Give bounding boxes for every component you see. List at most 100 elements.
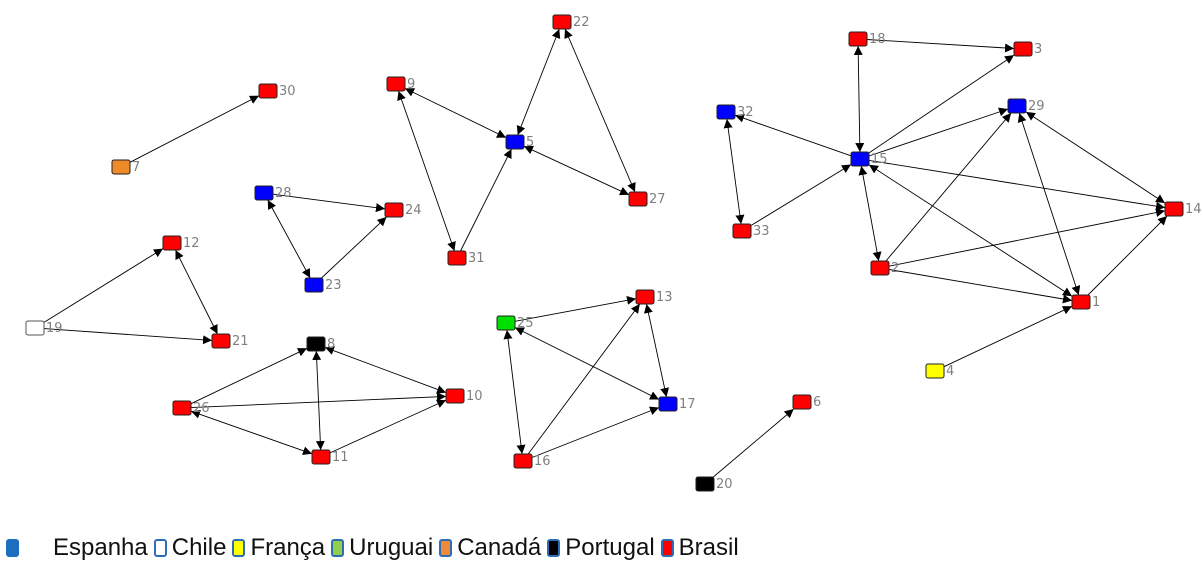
node-box-16[interactable]	[513, 453, 533, 469]
node-box-5[interactable]	[505, 134, 525, 150]
node-box-19[interactable]	[25, 320, 45, 336]
node-33[interactable]: 33	[732, 223, 770, 239]
node-box-30[interactable]	[258, 83, 278, 99]
edge-8-26	[190, 347, 308, 405]
node-box-25[interactable]	[496, 315, 516, 331]
legend-swatch-brasil	[660, 539, 674, 557]
node-box-15[interactable]	[850, 151, 870, 167]
node-label-7: 7	[132, 160, 140, 175]
edge-4-1	[943, 305, 1073, 368]
node-8[interactable]: 8	[306, 336, 335, 352]
node-box-22[interactable]	[552, 14, 572, 30]
node-box-2[interactable]	[870, 260, 890, 276]
node-box-3[interactable]	[1013, 41, 1033, 57]
node-box-4[interactable]	[925, 363, 945, 379]
node-label-30: 30	[279, 84, 296, 99]
node-20[interactable]: 20	[695, 476, 733, 492]
node-2[interactable]: 2	[870, 260, 899, 276]
node-11[interactable]: 11	[311, 449, 349, 465]
edge-15-3	[868, 54, 1015, 154]
node-box-7[interactable]	[111, 159, 131, 175]
node-box-1[interactable]	[1071, 294, 1091, 310]
legend-item-portugal: Portugal	[547, 534, 655, 562]
edge-33-15	[750, 164, 852, 226]
node-15[interactable]: 15	[850, 151, 888, 167]
node-29[interactable]: 29	[1007, 98, 1045, 114]
node-box-17[interactable]	[658, 396, 678, 412]
node-box-8[interactable]	[306, 336, 326, 352]
node-30[interactable]: 30	[258, 83, 296, 99]
node-box-27[interactable]	[628, 191, 648, 207]
node-box-23[interactable]	[304, 277, 324, 293]
node-13[interactable]: 13	[635, 289, 673, 305]
node-9[interactable]: 9	[386, 76, 415, 92]
node-label-17: 17	[679, 397, 696, 412]
node-box-12[interactable]	[162, 235, 182, 251]
legend-label-brasil: Brasil	[678, 534, 739, 561]
legend-swatch-uruguai	[331, 539, 345, 557]
node-3[interactable]: 3	[1013, 41, 1042, 57]
edge-13-17	[643, 303, 670, 398]
node-label-24: 24	[405, 203, 422, 218]
node-label-11: 11	[332, 450, 349, 465]
node-label-14: 14	[1185, 202, 1202, 217]
node-7[interactable]: 7	[111, 159, 140, 175]
node-box-20[interactable]	[695, 476, 715, 492]
node-14[interactable]: 14	[1164, 201, 1202, 217]
node-23[interactable]: 23	[304, 277, 342, 293]
node-box-31[interactable]	[447, 250, 467, 266]
node-19[interactable]: 19	[25, 320, 63, 336]
edge-8-11	[312, 350, 325, 451]
node-22[interactable]: 22	[552, 14, 590, 30]
node-18[interactable]: 18	[848, 31, 886, 47]
legend-label-uruguai: Uruguai	[349, 534, 434, 561]
node-32[interactable]: 32	[716, 104, 754, 120]
node-box-11[interactable]	[311, 449, 331, 465]
node-box-26[interactable]	[172, 400, 192, 416]
node-label-8: 8	[327, 337, 335, 352]
node-10[interactable]: 10	[445, 388, 483, 404]
node-box-6[interactable]	[792, 394, 812, 410]
node-1[interactable]: 1	[1071, 294, 1100, 310]
node-31[interactable]: 31	[447, 250, 485, 266]
edge-15-1	[868, 164, 1073, 297]
node-box-33[interactable]	[732, 223, 752, 239]
node-label-21: 21	[232, 334, 249, 349]
node-label-16: 16	[534, 454, 551, 469]
edge-7-30	[129, 95, 260, 163]
node-box-9[interactable]	[386, 76, 406, 92]
node-21[interactable]: 21	[211, 333, 249, 349]
node-label-28: 28	[275, 186, 292, 201]
edge-2-1	[888, 269, 1073, 304]
network-graph: 1234567891011121314151617181920212223242…	[25, 14, 1202, 492]
node-box-32[interactable]	[716, 104, 736, 120]
node-17[interactable]: 17	[658, 396, 696, 412]
node-16[interactable]: 16	[513, 453, 551, 469]
node-label-6: 6	[813, 395, 821, 410]
node-box-24[interactable]	[384, 202, 404, 218]
node-label-32: 32	[737, 105, 754, 120]
node-28[interactable]: 28	[254, 185, 292, 201]
node-25[interactable]: 25	[496, 315, 534, 331]
node-5[interactable]: 5	[505, 134, 534, 150]
node-6[interactable]: 6	[792, 394, 821, 410]
edge-9-5	[404, 87, 507, 139]
node-box-21[interactable]	[211, 333, 231, 349]
node-24[interactable]: 24	[384, 202, 422, 218]
node-26[interactable]: 26	[172, 400, 210, 416]
edge-18-3	[866, 39, 1015, 53]
node-12[interactable]: 12	[162, 235, 200, 251]
node-box-28[interactable]	[254, 185, 274, 201]
node-label-5: 5	[526, 135, 534, 150]
node-box-18[interactable]	[848, 31, 868, 47]
legend-item-franca: França	[232, 534, 325, 562]
node-box-14[interactable]	[1164, 201, 1184, 217]
node-box-13[interactable]	[635, 289, 655, 305]
node-27[interactable]: 27	[628, 191, 666, 207]
legend-item-chile: Chile	[153, 534, 227, 562]
node-4[interactable]: 4	[925, 363, 954, 379]
legend-label-chile: Chile	[171, 534, 227, 561]
node-box-10[interactable]	[445, 388, 465, 404]
node-label-33: 33	[753, 224, 770, 239]
node-box-29[interactable]	[1007, 98, 1027, 114]
